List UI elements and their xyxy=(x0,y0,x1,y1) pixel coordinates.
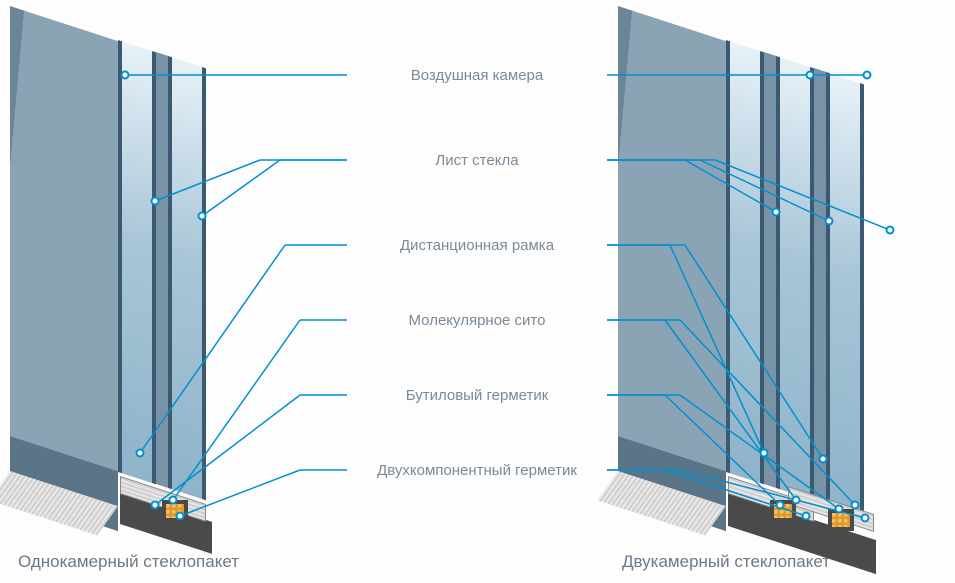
left-marker-two_comp_sealant xyxy=(176,512,185,521)
right-marker-butyl_sealant-1 xyxy=(776,501,785,510)
label-two-comp-sealant: Двухкомпонентный герметик xyxy=(347,462,607,479)
right-marker-air_chamber-2 xyxy=(863,71,872,80)
right-marker-air_chamber-1 xyxy=(806,71,815,80)
right-unit xyxy=(618,6,948,526)
label-spacer-frame: Дистанционная рамка xyxy=(347,237,607,254)
diagram-stage: Воздушная камера Лист стекла Дистанционн… xyxy=(0,0,955,583)
right-marker-spacer_frame-2 xyxy=(819,455,828,464)
label-glass-sheet: Лист стекла xyxy=(347,152,607,169)
left-marker-molecular_sieve xyxy=(169,496,178,505)
left-marker-air_chamber xyxy=(121,71,130,80)
right-marker-glass_sheet-2 xyxy=(825,217,834,226)
caption-left: Однокамерный стеклопакет xyxy=(18,552,239,572)
left-marker-glass_sheet-1 xyxy=(151,197,160,206)
right-marker-butyl_sealant-2 xyxy=(835,505,844,514)
right-marker-two_comp_sealant-2 xyxy=(861,514,870,523)
right-marker-molecular_sieve-1 xyxy=(792,496,801,505)
label-air-chamber: Воздушная камера xyxy=(347,67,607,84)
right-marker-glass_sheet-1 xyxy=(772,208,781,217)
right-marker-two_comp_sealant-1 xyxy=(802,512,811,521)
left-marker-spacer_frame xyxy=(136,449,145,458)
label-molecular-sieve: Молекулярное сито xyxy=(347,312,607,329)
right-marker-spacer_frame-1 xyxy=(760,449,769,458)
right-marker-molecular_sieve-2 xyxy=(851,501,860,510)
left-marker-glass_sheet-2 xyxy=(198,212,207,221)
label-butyl-sealant: Бутиловый герметик xyxy=(347,387,607,404)
right-marker-glass_sheet-3 xyxy=(886,226,895,235)
caption-right: Двукамерный стеклопакет xyxy=(622,552,830,572)
left-marker-butyl_sealant xyxy=(151,501,160,510)
